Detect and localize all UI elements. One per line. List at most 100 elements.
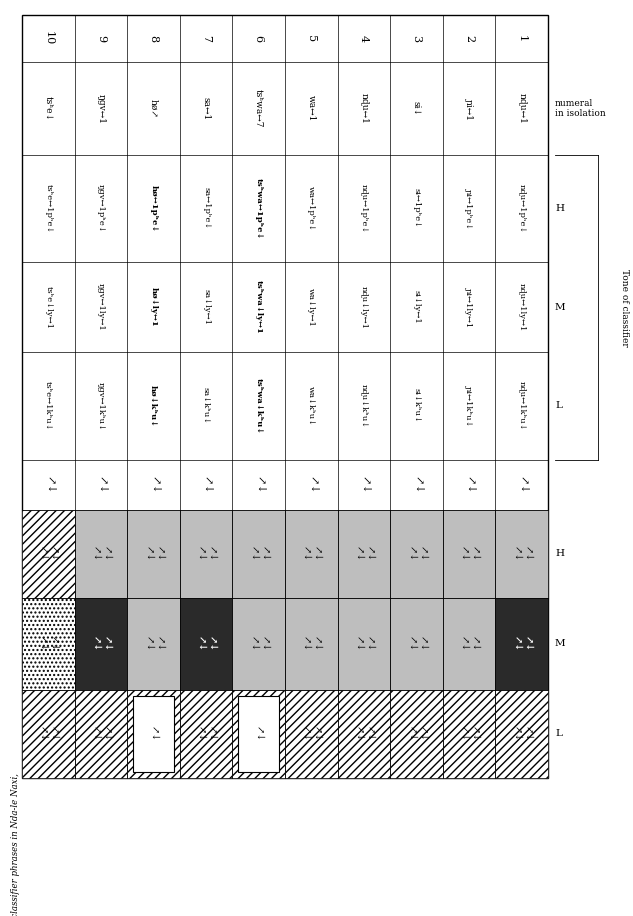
Text: ↗↓
↗↓: ↗↓ ↗↓: [511, 546, 532, 562]
Bar: [232, 510, 285, 598]
Text: ↗↓
↗↓: ↗↓ ↗↓: [144, 546, 163, 562]
Text: ↗↓
↗↓: ↗↓ ↗↓: [354, 725, 374, 742]
Text: tsʰe↔1kʰu↓: tsʰe↔1kʰu↓: [44, 381, 53, 431]
Text: 4: 4: [359, 35, 369, 42]
Text: ↗↓
↗↓: ↗↓ ↗↓: [249, 636, 269, 652]
Text: ŋgv↔1: ŋgv↔1: [96, 93, 106, 124]
Text: ↗↓
↗↓: ↗↓ ↗↓: [354, 636, 374, 652]
Text: ↗↓: ↗↓: [149, 475, 158, 495]
Text: wa↔1pʰe↓: wa↔1pʰe↓: [307, 186, 315, 231]
Bar: [390, 690, 443, 778]
Text: tsʰe↓: tsʰe↓: [44, 96, 53, 121]
Text: 2: 2: [464, 35, 474, 42]
Bar: [232, 690, 285, 778]
Text: wa↓ly↔1: wa↓ly↔1: [307, 288, 315, 326]
Text: nɖu↔1kʰu↓: nɖu↔1kʰu↓: [518, 381, 525, 431]
Bar: [22, 15, 548, 778]
Text: ŋgv↔1kʰu↓: ŋgv↔1kʰu↓: [97, 381, 105, 431]
Text: sa↓ly↔1: sa↓ly↔1: [202, 289, 210, 325]
Text: ↗↓
↗↓: ↗↓ ↗↓: [301, 725, 322, 742]
Bar: [22, 598, 75, 690]
Bar: [496, 510, 548, 598]
Text: ↗↓
↗↓: ↗↓ ↗↓: [196, 546, 216, 562]
Text: ↗↓
↗↓: ↗↓ ↗↓: [511, 636, 532, 652]
Text: ↗↓
↗↓: ↗↓ ↗↓: [459, 546, 479, 562]
Text: ɲi↔1: ɲi↔1: [465, 97, 473, 119]
Bar: [239, 696, 279, 772]
Bar: [337, 690, 390, 778]
Text: ŋgv↔1ly↔1: ŋgv↔1ly↔1: [97, 283, 105, 331]
Text: ↗↓
↗↓: ↗↓ ↗↓: [301, 546, 322, 562]
Text: ŋgv↔1pʰe↓: ŋgv↔1pʰe↓: [97, 184, 105, 233]
Text: ↗↓: ↗↓: [306, 475, 316, 495]
Text: sa↔1: sa↔1: [201, 97, 211, 120]
Text: sa↓kʰu↓: sa↓kʰu↓: [202, 387, 210, 425]
Text: ↗↓: ↗↓: [464, 475, 474, 495]
Bar: [496, 598, 548, 690]
Bar: [180, 690, 232, 778]
Text: Table 4. The tonal patterns of numeral-plus-classifier phrases in Nda-le Naxi,
u: Table 4. The tonal patterns of numeral-p…: [11, 773, 30, 916]
Text: ↗↓
↗↓: ↗↓ ↗↓: [144, 636, 163, 652]
Text: tsʰe↔1pʰe↓: tsʰe↔1pʰe↓: [44, 184, 53, 234]
Text: nɖu↓kʰu↓: nɖu↓kʰu↓: [360, 384, 368, 428]
Text: tsʰwa↓ly↔1: tsʰwa↓ly↔1: [254, 280, 263, 334]
Bar: [75, 510, 127, 598]
Text: sɨ↔1pʰe↓: sɨ↔1pʰe↓: [413, 189, 420, 229]
Text: ɲi↔1pʰe↓: ɲi↔1pʰe↓: [465, 188, 473, 229]
Text: ↗↓
↗↓: ↗↓ ↗↓: [91, 725, 111, 742]
Text: hø↓ly↔1: hø↓ly↔1: [149, 287, 158, 327]
Text: ɲi↔1ly↔1: ɲi↔1ly↔1: [465, 287, 473, 327]
Bar: [22, 510, 75, 598]
Text: 1: 1: [517, 35, 527, 42]
Text: nɖu↔1ly↔1: nɖu↔1ly↔1: [518, 283, 525, 332]
Text: L: L: [555, 729, 562, 738]
Text: nɖu↓ly↔1: nɖu↓ly↔1: [360, 286, 368, 329]
Text: hø↗: hø↗: [149, 99, 158, 118]
Text: 5: 5: [306, 35, 316, 42]
Text: Tone of classifier: Tone of classifier: [620, 268, 629, 346]
Text: ↗↓: ↗↓: [359, 475, 369, 495]
Text: 6: 6: [254, 35, 264, 42]
Text: ↗↓: ↗↓: [411, 475, 422, 495]
Text: ↗↓
↗↓: ↗↓ ↗↓: [91, 636, 111, 652]
Text: ↗↓
↗↓: ↗↓ ↗↓: [249, 546, 269, 562]
Text: tsʰwa↔7: tsʰwa↔7: [254, 89, 263, 127]
Bar: [337, 510, 390, 598]
Text: wa↔1: wa↔1: [307, 95, 316, 122]
Text: sɨ↓: sɨ↓: [412, 101, 421, 116]
Text: ↗↓
↗↓: ↗↓ ↗↓: [406, 546, 427, 562]
Text: 7: 7: [201, 35, 211, 42]
Bar: [337, 598, 390, 690]
Text: tsʰe↓ly↔1: tsʰe↓ly↔1: [44, 286, 53, 329]
Bar: [496, 690, 548, 778]
Text: ↗↓
↗↓: ↗↓ ↗↓: [406, 725, 427, 742]
Text: 10: 10: [43, 31, 53, 46]
Text: ↗↓: ↗↓: [43, 475, 53, 495]
Text: tsʰwa↔1pʰe↓: tsʰwa↔1pʰe↓: [254, 178, 263, 239]
Bar: [285, 598, 337, 690]
Text: ↗↓
↗↓: ↗↓ ↗↓: [38, 636, 58, 652]
Text: sɨ↓kʰu↓: sɨ↓kʰu↓: [413, 388, 420, 423]
Text: wa↓kʰu↓: wa↓kʰu↓: [307, 386, 315, 426]
Text: ↗↓
↗↓: ↗↓ ↗↓: [196, 636, 216, 652]
Bar: [285, 510, 337, 598]
Text: 3: 3: [411, 35, 422, 42]
Text: tsʰwa↓kʰu↓: tsʰwa↓kʰu↓: [254, 378, 263, 434]
Text: nɖu↔1pʰe↓: nɖu↔1pʰe↓: [360, 184, 368, 234]
Bar: [180, 598, 232, 690]
Text: 8: 8: [149, 35, 158, 42]
Text: ↗↓: ↗↓: [254, 725, 263, 742]
Text: ↗↓
↗↓: ↗↓ ↗↓: [459, 725, 479, 742]
Text: sɨ↓ly↔1: sɨ↓ly↔1: [413, 290, 420, 324]
Text: ↗↓
↗↓: ↗↓ ↗↓: [406, 636, 427, 652]
Text: 9: 9: [96, 35, 106, 42]
Bar: [390, 510, 443, 598]
Text: H: H: [555, 550, 564, 559]
Text: ↗↓
↗↓: ↗↓ ↗↓: [38, 546, 58, 562]
Bar: [127, 510, 180, 598]
Text: numeral
in isolation: numeral in isolation: [555, 99, 606, 118]
Text: ↗↓
↗↓: ↗↓ ↗↓: [38, 725, 58, 742]
Text: nɖu↔1pʰe↓: nɖu↔1pʰe↓: [518, 184, 525, 234]
Bar: [232, 598, 285, 690]
Bar: [22, 690, 75, 778]
